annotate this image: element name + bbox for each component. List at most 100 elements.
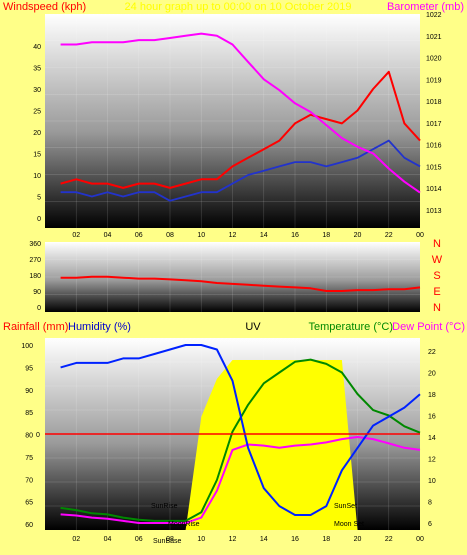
uv-axis-title: UV	[245, 321, 261, 333]
x-tick-label: 18	[322, 536, 330, 543]
axis-tick-label: 60	[25, 522, 33, 529]
axis-tick-label: 40	[33, 44, 41, 51]
x-tick-label: 00	[416, 232, 424, 239]
axis-tick-label: 90	[33, 289, 41, 296]
axis-tick-label: 14	[428, 435, 436, 442]
compass-label: W	[432, 254, 443, 266]
x-tick-label: 14	[260, 232, 268, 239]
axis-tick-label: 1014	[426, 186, 442, 193]
axis-tick-label: 75	[25, 455, 33, 462]
axis-tick-label: 1018	[426, 99, 442, 106]
x-tick-label: 02	[72, 536, 80, 543]
axis-tick-label: 25	[33, 109, 41, 116]
axis-tick-label: 0	[37, 305, 41, 312]
wind-direction-line	[60, 275, 421, 292]
axis-tick-label: 5	[37, 195, 41, 202]
moonset-label: Moon Set	[334, 521, 364, 528]
x-tick-label: 18	[322, 232, 330, 239]
axis-tick-label: 16	[428, 414, 436, 421]
axis-tick-label: 65	[25, 500, 33, 507]
axis-tick-label: 20	[33, 130, 41, 137]
moonrise-label: MoonRise	[168, 521, 200, 528]
rainfall-axis-title: Rainfall (mm)	[3, 321, 68, 333]
panel3-series	[60, 344, 421, 524]
windspeed-gust-line	[60, 70, 421, 189]
panel3-right-ticks: 6 8 10 12 14 16 18 20 22	[428, 349, 436, 528]
axis-tick-label: 85	[25, 410, 33, 417]
humidity-axis-title: Humidity (%)	[68, 321, 131, 333]
x-tick-label: 08	[166, 232, 174, 239]
dewpoint-line	[60, 436, 421, 524]
rain-zero-label: 0	[36, 432, 40, 439]
panel1-left-ticks: 0 5 10 15 20 25 30 35 40	[33, 44, 41, 223]
x-tick-label: 04	[104, 232, 112, 239]
axis-tick-label: 360	[29, 241, 41, 248]
sunrise-label: SunRise	[151, 503, 178, 510]
x-tick-label: 06	[135, 232, 143, 239]
x-tick-label: 14	[260, 536, 268, 543]
sun-moon-labels: SunRise SunSet MoonRise Moon Set SunBase	[151, 503, 364, 545]
panel3-left-ticks: 60 65 70 75 80 85 90 95 100	[21, 343, 33, 529]
panel2-left-ticks: 0 90 180 270 360	[29, 241, 41, 312]
axis-tick-label: 1022	[426, 12, 442, 19]
panel2-series	[60, 275, 421, 292]
windspeed-axis-title: Windspeed (kph)	[3, 1, 86, 13]
humidity-line	[60, 344, 421, 516]
x-tick-label: 16	[291, 232, 299, 239]
compass-label: N	[433, 238, 441, 250]
x-tick-label: 00	[416, 536, 424, 543]
x-tick-label: 16	[291, 536, 299, 543]
panel3-x-ticks: 02 04 06 08 10 12 14 16 18 20 22 00	[72, 536, 424, 543]
x-tick-label: 10	[197, 536, 205, 543]
axis-tick-label: 18	[428, 392, 436, 399]
chart-title: 24 hour graph up to 00:00 on 10 October …	[125, 1, 352, 13]
barometer-axis-title: Barometer (mb)	[387, 1, 464, 13]
axis-tick-label: 1020	[426, 56, 442, 63]
axis-tick-label: 1015	[426, 164, 442, 171]
uv-series	[60, 360, 420, 530]
axis-tick-label: 1019	[426, 77, 442, 84]
axis-tick-label: 10	[428, 478, 436, 485]
compass-label: S	[433, 270, 440, 282]
axis-tick-label: 70	[25, 477, 33, 484]
axis-tick-label: 270	[29, 257, 41, 264]
x-tick-label: 20	[354, 232, 362, 239]
axis-tick-label: 100	[21, 343, 33, 350]
axis-tick-label: 90	[25, 388, 33, 395]
x-tick-label: 04	[104, 536, 112, 543]
dewpoint-axis-title: Dew Point (°C)	[392, 321, 465, 333]
axis-tick-label: 8	[428, 500, 432, 507]
panel2-grid	[45, 242, 420, 312]
panel1-series	[60, 32, 421, 202]
uv-area	[60, 360, 420, 530]
axis-tick-label: 22	[428, 349, 436, 356]
axis-tick-label: 10	[33, 173, 41, 180]
x-tick-label: 02	[72, 232, 80, 239]
x-tick-label: 12	[229, 536, 237, 543]
compass-label: E	[433, 286, 440, 298]
axis-tick-label: 20	[428, 371, 436, 378]
axis-tick-label: 30	[33, 87, 41, 94]
sunbase-label: SunBase	[153, 538, 182, 545]
axis-tick-label: 1016	[426, 143, 442, 150]
axis-tick-label: 1013	[426, 208, 442, 215]
x-tick-label: 06	[135, 536, 143, 543]
axis-tick-label: 0	[37, 216, 41, 223]
sunset-label: SunSet	[334, 503, 357, 510]
axis-tick-label: 12	[428, 457, 436, 464]
x-tick-label: 22	[385, 536, 393, 543]
x-tick-label: 12	[229, 232, 237, 239]
axis-tick-label: 180	[29, 273, 41, 280]
windspeed-avg-line	[60, 139, 421, 202]
x-tick-label: 10	[197, 232, 205, 239]
barometer-line	[60, 32, 421, 194]
axis-tick-label: 1017	[426, 121, 442, 128]
x-tick-label: 22	[385, 232, 393, 239]
axis-tick-label: 6	[428, 521, 432, 528]
axis-tick-label: 35	[33, 66, 41, 73]
axis-tick-label: 15	[33, 152, 41, 159]
panel1-right-ticks: 1013 1014 1015 1016 1017 1018 1019 1020 1021 1022	[426, 12, 442, 215]
panel1-x-ticks: 02 04 06 08 10 12 14 16 18 20 22 00	[72, 232, 424, 239]
